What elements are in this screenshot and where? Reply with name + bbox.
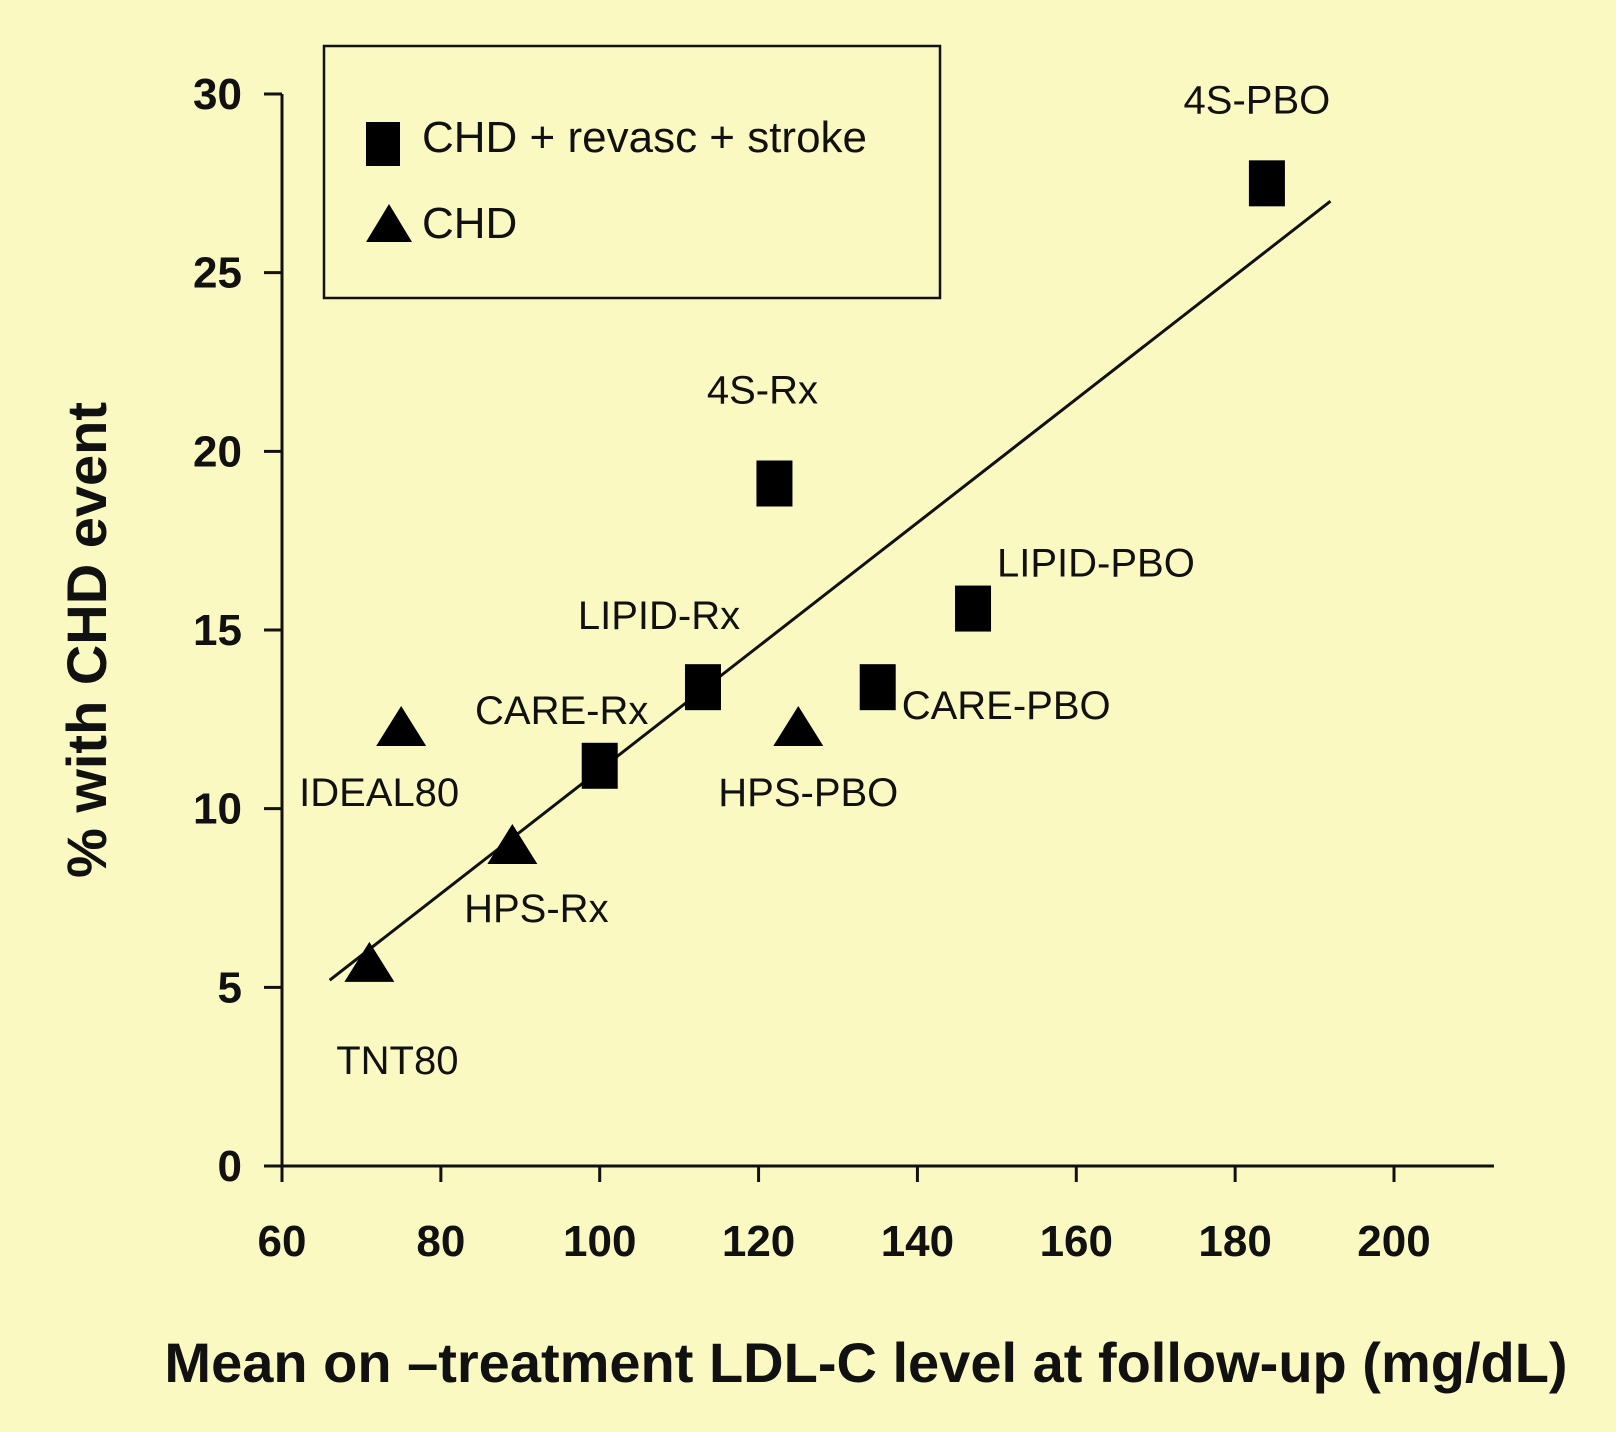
legend-label-series-2: CHD [422,199,517,248]
y-tick-label: 25 [193,249,242,298]
point-label: HPS-Rx [464,887,608,931]
square-marker [859,664,896,711]
x-tick-label: 100 [563,1217,636,1266]
x-tick-label: 80 [416,1217,465,1266]
point-label: LIPID-PBO [997,542,1195,586]
square-marker [1248,160,1285,207]
legend-box [322,44,942,300]
point-label: CARE-Rx [475,689,648,733]
x-axis-title: Mean on –treatment LDL-C level at follow… [164,1331,1567,1394]
point-label: TNT80 [336,1039,458,1083]
point-label: HPS-PBO [718,771,898,815]
x-tick-label: 120 [722,1217,795,1266]
y-axis-title: % with CHD event [55,402,118,878]
square-marker [955,585,992,632]
x-tick-label: 140 [881,1217,954,1266]
x-tick-label: 60 [258,1217,307,1266]
square-marker [684,664,721,711]
x-tick-label: 200 [1357,1217,1430,1266]
triangle-marker [344,941,395,982]
point-label: LIPID-Rx [578,594,740,638]
y-tick-label: 15 [193,606,242,655]
y-tick-label: 20 [193,427,242,476]
point-label: 4S-PBO [1184,78,1331,122]
y-tick-label: 30 [193,70,242,119]
trendline-line [328,200,1332,982]
point-label: IDEAL80 [299,771,459,815]
square-marker [581,742,618,789]
point-label: 4S-Rx [707,368,818,412]
legend-label-series-1: CHD + revasc + stroke [422,113,867,162]
axes: 0 5 10 15 20 25 30 60 80 100 120 140 160 180 200 [193,70,1494,1266]
legend: CHD + revasc + stroke CHD [322,44,942,300]
data-points: 4S-PBO 4S-Rx LIPID-PBO LIPID-Rx CARE-PBO CARE… [299,78,1330,1083]
triangle-marker [376,706,427,747]
y-tick-label: 5 [218,963,242,1012]
triangle-marker [773,706,824,747]
legend-triangle-icon [366,204,412,242]
point-label: CARE-PBO [902,684,1111,728]
y-tick-label: 0 [218,1142,242,1191]
legend-square-icon [366,122,400,166]
x-tick-label: 160 [1040,1217,1113,1266]
x-tick-label: 180 [1198,1217,1271,1266]
trendline [328,200,1332,982]
y-tick-label: 10 [193,785,242,834]
triangle-marker [487,823,538,864]
square-marker [756,460,793,507]
